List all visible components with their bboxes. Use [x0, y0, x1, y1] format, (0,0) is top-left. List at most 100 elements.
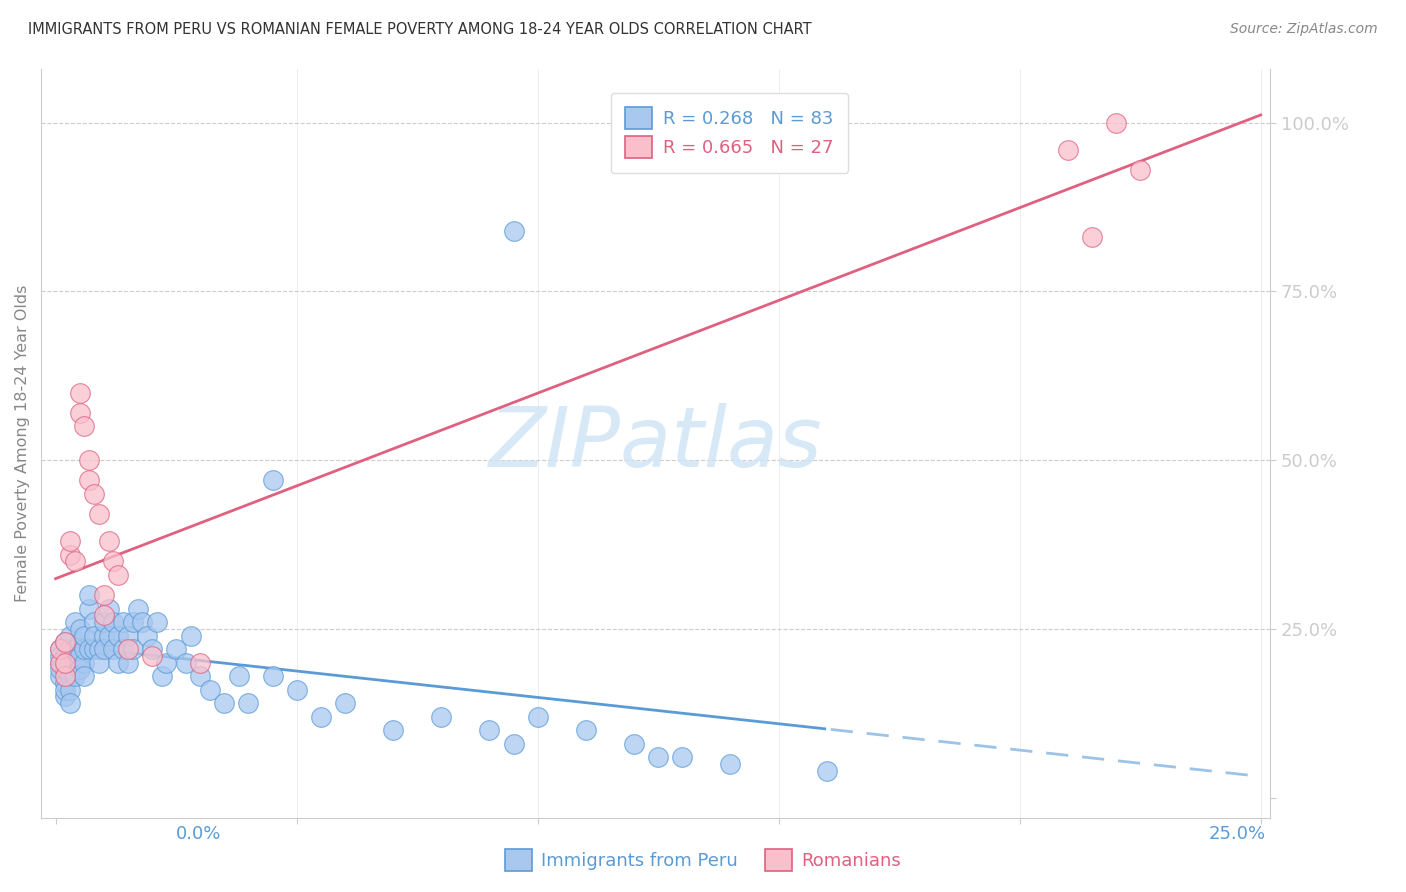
- Point: [141, 642, 163, 657]
- Point: [141, 648, 163, 663]
- Point: [53, 676, 76, 690]
- Point: [59, 548, 82, 562]
- Point: [502, 223, 524, 237]
- Point: [165, 642, 187, 657]
- Point: [49, 656, 72, 670]
- Legend: Immigrants from Peru, Romanians: Immigrants from Peru, Romanians: [498, 842, 908, 879]
- Point: [63, 554, 86, 568]
- Point: [1081, 230, 1104, 244]
- Point: [49, 662, 72, 676]
- Point: [382, 723, 405, 738]
- Point: [59, 669, 82, 683]
- Text: ZIPatlas: ZIPatlas: [489, 402, 823, 483]
- Point: [53, 656, 76, 670]
- Point: [309, 709, 332, 723]
- Point: [112, 642, 135, 657]
- Point: [1129, 162, 1152, 177]
- Point: [63, 642, 86, 657]
- Point: [53, 635, 76, 649]
- Point: [214, 696, 236, 710]
- Point: [79, 588, 101, 602]
- Point: [69, 635, 91, 649]
- Point: [93, 629, 115, 643]
- Point: [1057, 143, 1080, 157]
- Point: [97, 534, 120, 549]
- Point: [117, 642, 139, 657]
- Point: [117, 629, 139, 643]
- Point: [107, 656, 129, 670]
- Point: [107, 567, 129, 582]
- Legend: R = 0.268   N = 83, R = 0.665   N = 27: R = 0.268 N = 83, R = 0.665 N = 27: [610, 93, 848, 173]
- Point: [97, 629, 120, 643]
- Point: [63, 669, 86, 683]
- Point: [97, 601, 120, 615]
- Point: [73, 656, 96, 670]
- Point: [53, 648, 76, 663]
- Point: [285, 682, 308, 697]
- Point: [73, 629, 96, 643]
- Point: [69, 648, 91, 663]
- Point: [79, 642, 101, 657]
- Point: [59, 642, 82, 657]
- Point: [526, 709, 548, 723]
- Point: [174, 656, 197, 670]
- Point: [49, 669, 72, 683]
- Point: [73, 642, 96, 657]
- Point: [430, 709, 453, 723]
- Point: [87, 656, 110, 670]
- Point: [93, 608, 115, 623]
- Point: [1105, 115, 1128, 129]
- Point: [53, 635, 76, 649]
- Point: [502, 737, 524, 751]
- Point: [136, 629, 159, 643]
- Point: [59, 696, 82, 710]
- Text: Source: ZipAtlas.com: Source: ZipAtlas.com: [1230, 22, 1378, 37]
- Point: [49, 642, 72, 657]
- Point: [69, 406, 91, 420]
- Text: 25.0%: 25.0%: [1208, 825, 1265, 843]
- Point: [623, 737, 645, 751]
- Point: [53, 690, 76, 704]
- Point: [103, 554, 125, 568]
- Point: [93, 588, 115, 602]
- Point: [73, 669, 96, 683]
- Point: [228, 669, 250, 683]
- Y-axis label: Female Poverty Among 18-24 Year Olds: Female Poverty Among 18-24 Year Olds: [15, 285, 30, 602]
- Point: [49, 656, 72, 670]
- Point: [720, 756, 742, 771]
- Point: [87, 642, 110, 657]
- Point: [83, 615, 105, 629]
- Point: [63, 656, 86, 670]
- Point: [127, 601, 149, 615]
- Point: [53, 669, 76, 683]
- Point: [83, 642, 105, 657]
- Text: 0.0%: 0.0%: [176, 825, 221, 843]
- Point: [150, 669, 173, 683]
- Point: [49, 642, 72, 657]
- Point: [49, 648, 72, 663]
- Point: [671, 750, 693, 764]
- Point: [478, 723, 501, 738]
- Point: [117, 656, 139, 670]
- Point: [262, 474, 284, 488]
- Point: [83, 629, 105, 643]
- Point: [53, 662, 76, 676]
- Point: [121, 642, 143, 657]
- Point: [79, 601, 101, 615]
- Point: [188, 669, 211, 683]
- Point: [647, 750, 669, 764]
- Text: IMMIGRANTS FROM PERU VS ROMANIAN FEMALE POVERTY AMONG 18-24 YEAR OLDS CORRELATIO: IMMIGRANTS FROM PERU VS ROMANIAN FEMALE …: [28, 22, 811, 37]
- Point: [238, 696, 260, 710]
- Point: [59, 534, 82, 549]
- Point: [198, 682, 221, 697]
- Point: [59, 682, 82, 697]
- Point: [69, 622, 91, 636]
- Point: [59, 656, 82, 670]
- Point: [103, 615, 125, 629]
- Point: [87, 507, 110, 521]
- Point: [146, 615, 169, 629]
- Point: [333, 696, 356, 710]
- Point: [53, 656, 76, 670]
- Point: [79, 474, 101, 488]
- Point: [73, 419, 96, 434]
